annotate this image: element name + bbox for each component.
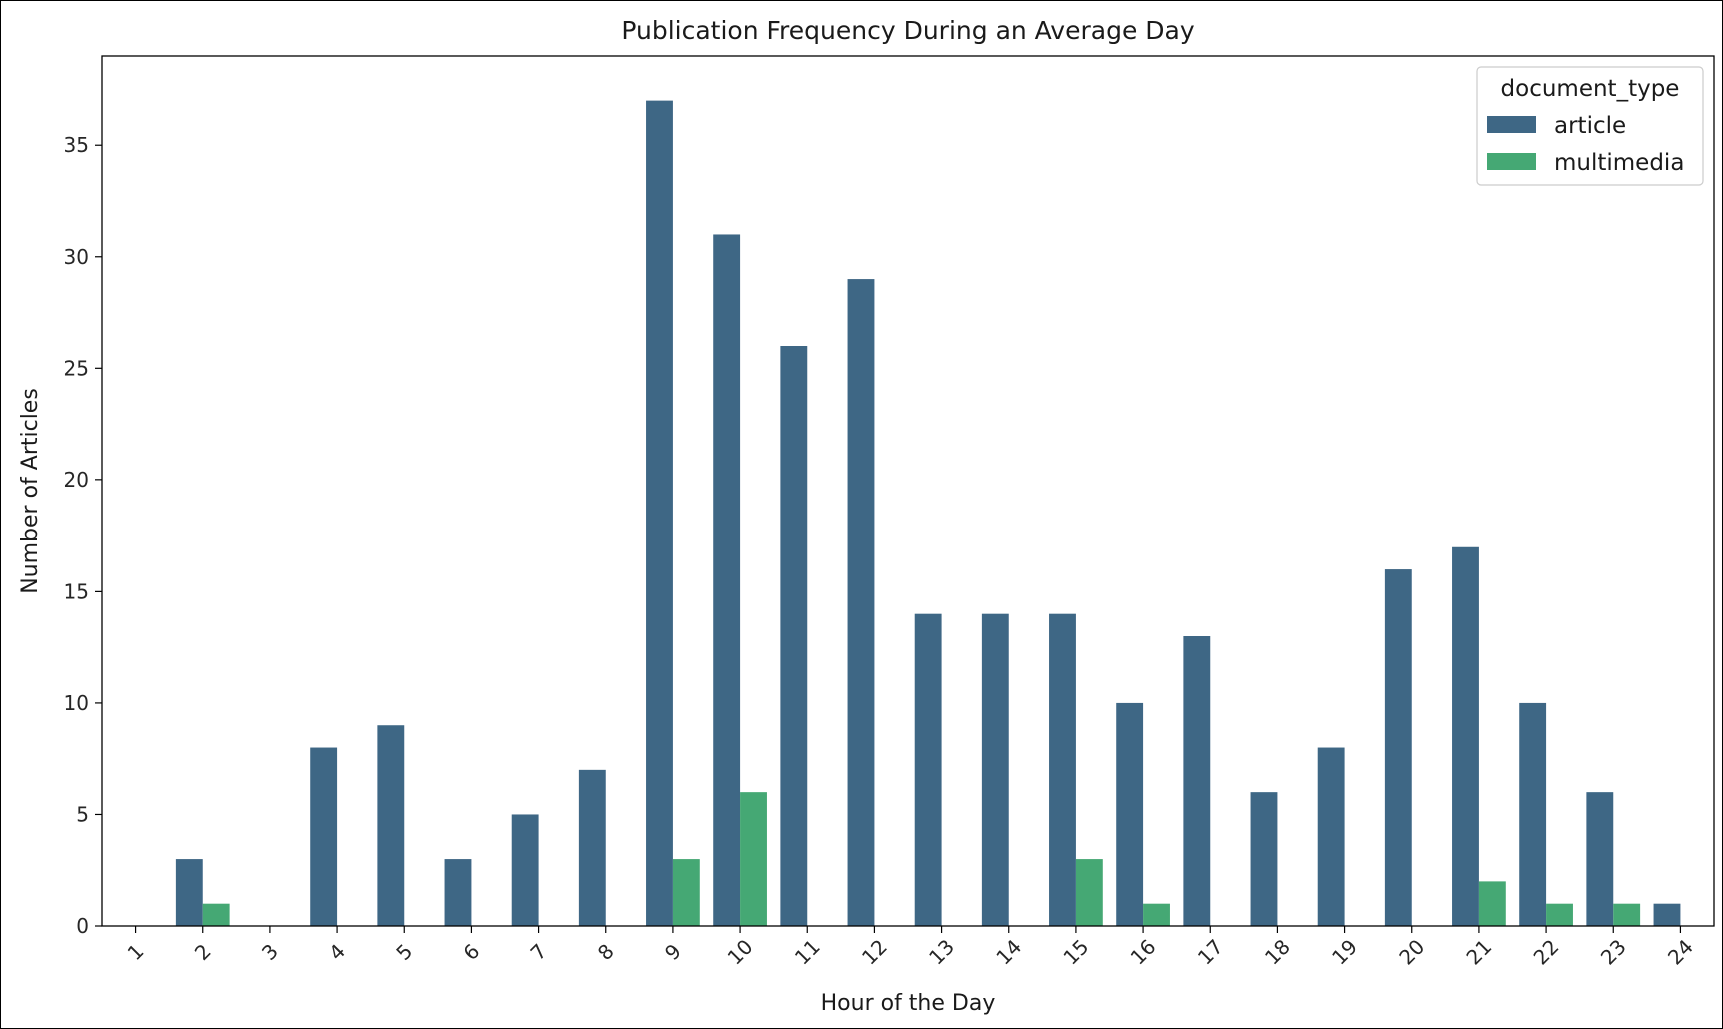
x-tick-label: 16 bbox=[1126, 935, 1161, 970]
x-tick-label: 11 bbox=[790, 935, 825, 970]
x-tick-label: 15 bbox=[1058, 935, 1093, 970]
x-tick-label: 6 bbox=[458, 939, 484, 965]
bar-article-9 bbox=[646, 100, 673, 927]
x-tick-label: 8 bbox=[593, 939, 619, 965]
x-tick-label: 19 bbox=[1327, 935, 1362, 970]
bar-article-11 bbox=[780, 346, 808, 926]
bar-article-15 bbox=[1049, 613, 1076, 926]
y-tick-label: 15 bbox=[64, 579, 89, 603]
bar-multimedia-10 bbox=[740, 792, 767, 926]
legend-label-multimedia: multimedia bbox=[1554, 150, 1684, 176]
x-tick-label: 10 bbox=[723, 935, 758, 970]
x-tick-label: 24 bbox=[1663, 935, 1698, 970]
bar-multimedia-21 bbox=[1478, 881, 1506, 926]
bar-article-6 bbox=[444, 859, 472, 926]
legend: document_type article multimedia bbox=[1476, 66, 1704, 186]
plot-frame bbox=[101, 55, 1715, 927]
y-tick-label: 25 bbox=[64, 356, 89, 380]
bar-article-5 bbox=[377, 725, 405, 926]
x-tick-label: 5 bbox=[391, 939, 417, 965]
x-tick-label: 2 bbox=[190, 939, 216, 965]
x-tick-label: 23 bbox=[1596, 935, 1631, 970]
y-tick-label: 0 bbox=[76, 914, 89, 938]
x-axis-title: Hour of the Day bbox=[821, 991, 996, 1016]
x-tick-label: 7 bbox=[526, 939, 552, 965]
x-tick-label: 17 bbox=[1193, 935, 1228, 970]
legend-label-article: article bbox=[1554, 113, 1626, 139]
y-axis-title: Number of Articles bbox=[18, 388, 43, 594]
x-tick-label: 22 bbox=[1529, 935, 1564, 970]
bar-article-8 bbox=[578, 769, 606, 926]
x-tick-label: 1 bbox=[123, 939, 149, 965]
bar-article-2 bbox=[175, 859, 203, 926]
x-tick-label: 14 bbox=[991, 935, 1026, 970]
bars-layer bbox=[175, 100, 1681, 927]
bar-multimedia-9 bbox=[672, 859, 700, 926]
y-axis: 0 5 10 15 20 25 30 35 bbox=[64, 133, 102, 938]
bar-multimedia-22 bbox=[1546, 903, 1573, 926]
bar-multimedia-16 bbox=[1143, 903, 1170, 926]
legend-title: document_type bbox=[1501, 76, 1680, 102]
chart-title: Publication Frequency During an Average … bbox=[621, 16, 1195, 45]
bar-article-7 bbox=[511, 814, 539, 926]
bar-article-4 bbox=[310, 747, 338, 926]
bar-multimedia-2 bbox=[202, 903, 230, 926]
bar-article-17 bbox=[1183, 636, 1211, 926]
legend-swatch-multimedia bbox=[1487, 153, 1536, 170]
bar-multimedia-23 bbox=[1613, 903, 1641, 926]
bar-article-12 bbox=[847, 279, 875, 927]
x-tick-label: 4 bbox=[324, 939, 350, 965]
bar-article-20 bbox=[1384, 569, 1412, 926]
bar-article-22 bbox=[1519, 702, 1547, 926]
bar-article-16 bbox=[1116, 702, 1144, 926]
x-tick-label: 18 bbox=[1260, 935, 1295, 970]
y-tick-label: 20 bbox=[64, 468, 89, 492]
y-tick-label: 10 bbox=[64, 691, 89, 715]
x-tick-label: 3 bbox=[257, 939, 283, 965]
legend-swatch-article bbox=[1487, 116, 1536, 133]
bar-article-10 bbox=[713, 234, 741, 926]
y-tick-label: 5 bbox=[76, 802, 89, 826]
y-tick-label: 35 bbox=[64, 133, 89, 157]
bar-article-19 bbox=[1317, 747, 1345, 926]
bar-article-23 bbox=[1586, 792, 1614, 926]
bar-multimedia-15 bbox=[1075, 859, 1103, 926]
bar-article-18 bbox=[1250, 792, 1278, 926]
x-tick-label: 20 bbox=[1394, 935, 1429, 970]
x-axis: 1 2 3 4 5 6 7 8 9 10 11 12 13 14 15 16 17 18 19 20 21 22 23 24 bbox=[123, 926, 1698, 969]
bar-article-21 bbox=[1452, 546, 1479, 926]
y-tick-label: 30 bbox=[64, 245, 89, 269]
bar-article-24 bbox=[1653, 903, 1681, 926]
x-tick-label: 9 bbox=[660, 939, 686, 965]
bar-article-13 bbox=[914, 613, 942, 926]
x-tick-label: 12 bbox=[857, 935, 892, 970]
x-tick-label: 21 bbox=[1461, 935, 1496, 970]
bar-article-14 bbox=[981, 613, 1009, 926]
x-tick-label: 13 bbox=[924, 935, 959, 970]
